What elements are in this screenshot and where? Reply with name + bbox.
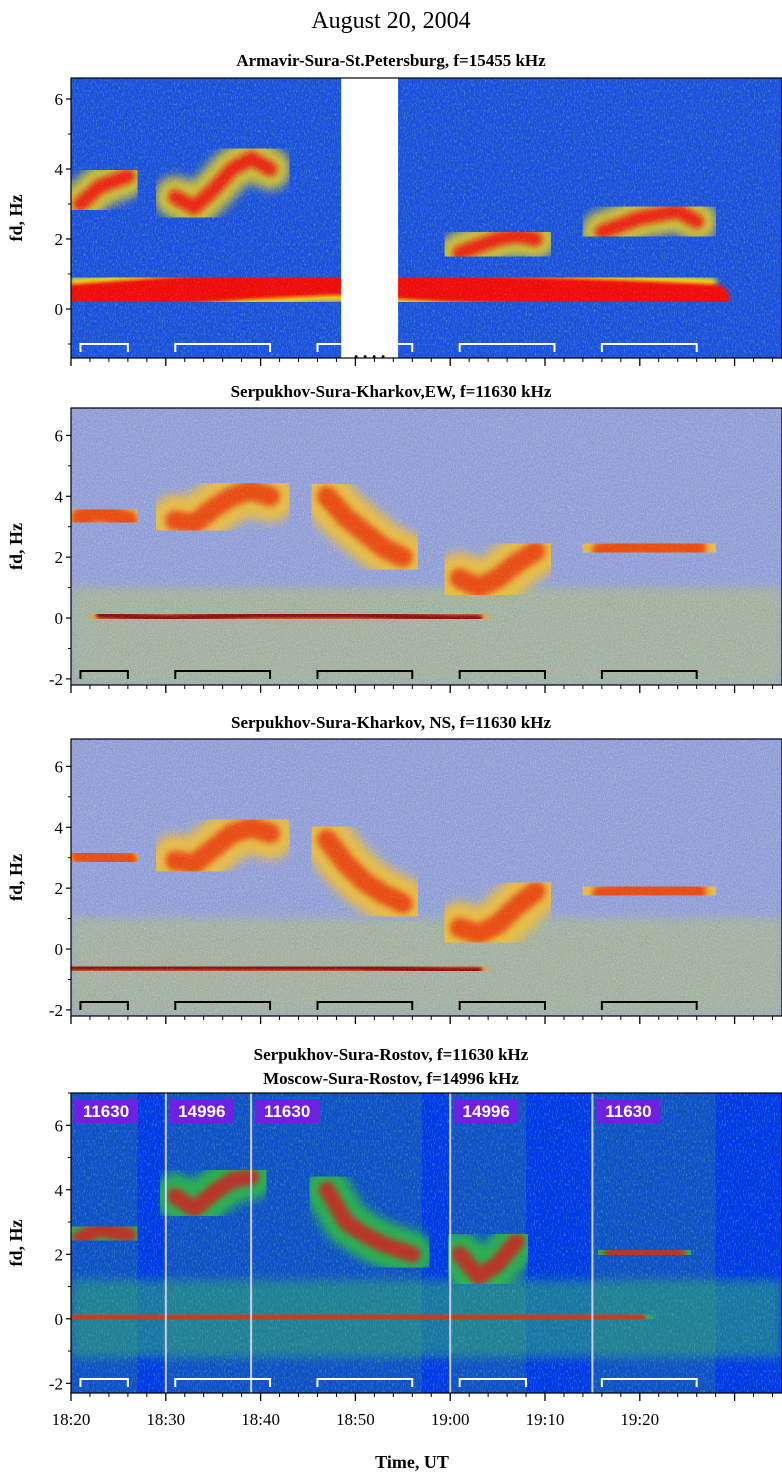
x-tick-label: 19:00 xyxy=(431,1410,470,1429)
y-tick-label: 2 xyxy=(55,1245,64,1264)
frequency-tag-label: 11630 xyxy=(83,1102,129,1121)
y-tick-label: 6 xyxy=(55,90,64,109)
y-axis-label: fd, Hz xyxy=(6,523,26,570)
frequency-tag-box xyxy=(74,1099,138,1123)
heating-period-marker xyxy=(79,1001,129,1010)
plot-area-b xyxy=(71,408,782,685)
frequency-tag-label: 11630 xyxy=(264,1102,310,1121)
plot-frame xyxy=(70,738,782,1017)
scattered-signal-trace xyxy=(167,1168,260,1218)
frequency-tag: 11630 xyxy=(255,1099,320,1123)
y-axis-label: fd, Hz xyxy=(6,194,26,241)
plot-frame xyxy=(70,1092,782,1394)
y-tick-label: 2 xyxy=(55,230,64,249)
panel-a: Armavir-Sura-St.Petersburg, f=15455 kHz.… xyxy=(6,51,782,366)
panel-d: Serpukhov-Sura-Rostov, f=11630 kHz Moscow… xyxy=(6,1045,782,1429)
y-tick-label: 0 xyxy=(55,940,64,959)
panel-c: Serpukhov-Sura-Kharkov, NS, f=11630 kHz -… xyxy=(6,713,782,1024)
frequency-tag: 11630 xyxy=(596,1099,661,1123)
y-tick-label: 4 xyxy=(55,818,64,837)
plot-area-d xyxy=(71,1093,782,1393)
panel-title: Serpukhov-Sura-Kharkov,EW, f=11630 kHz xyxy=(231,382,552,401)
panel-title: Serpukhov-Sura-Kharkov, NS, f=11630 kHz xyxy=(231,713,551,732)
y-tick-label: -2 xyxy=(49,670,63,689)
heating-period-marker xyxy=(174,343,272,352)
heating-period-marker xyxy=(79,1378,129,1387)
y-tick-label: 0 xyxy=(55,300,64,319)
x-tick-label: 18:20 xyxy=(52,1410,91,1429)
heatmap-speckle xyxy=(71,408,782,685)
frequency-tag: 11630 xyxy=(74,1099,138,1123)
y-tick-label: 4 xyxy=(55,1181,64,1200)
frequency-tag-box xyxy=(169,1099,234,1123)
heating-period-marker xyxy=(316,670,414,679)
x-axis-label: Time, UT xyxy=(375,1452,449,1472)
panel-title: Armavir-Sura-St.Petersburg, f=15455 kHz xyxy=(236,51,546,70)
heating-period-marker xyxy=(316,1001,414,1010)
y-axis-label: fd, Hz xyxy=(6,1219,26,1266)
y-tick-label: 4 xyxy=(55,160,64,179)
x-tick-label: 18:30 xyxy=(146,1410,185,1429)
heating-period-marker xyxy=(79,670,129,679)
panel-subtitle: Moscow-Sura-Rostov, f=14996 kHz xyxy=(263,1069,519,1088)
heatmap-speckle xyxy=(71,78,782,358)
frequency-tag-box xyxy=(255,1099,320,1123)
data-gap xyxy=(341,76,399,360)
x-tick-label: 19:20 xyxy=(620,1410,659,1429)
plot-frame xyxy=(70,407,782,686)
x-tick-label: 18:40 xyxy=(241,1410,280,1429)
y-tick-label: 2 xyxy=(55,548,64,567)
plot-area-a xyxy=(71,78,782,358)
x-tick-label: 18:50 xyxy=(336,1410,375,1429)
y-tick-label: 4 xyxy=(55,487,64,506)
heating-period-marker xyxy=(316,343,414,352)
panel-b: Serpukhov-Sura-Kharkov,EW, f=11630 kHz -2… xyxy=(6,382,782,693)
heating-period-marker xyxy=(458,1378,528,1387)
scattered-signal-trace xyxy=(603,1242,686,1263)
heating-period-marker xyxy=(174,670,272,679)
y-tick-label: 6 xyxy=(55,1116,64,1135)
heatmap-speckle xyxy=(71,739,782,1016)
y-tick-label: 6 xyxy=(55,426,64,445)
heating-period-marker xyxy=(600,670,698,679)
heating-period-marker xyxy=(174,1378,272,1387)
frequency-tag: 14996 xyxy=(169,1099,234,1123)
y-tick-label: -2 xyxy=(49,1374,63,1393)
frequency-tag-label: 11630 xyxy=(605,1102,651,1121)
frequency-tag: 14996 xyxy=(454,1099,519,1123)
heating-period-marker xyxy=(458,343,556,352)
frequency-tag-label: 14996 xyxy=(463,1102,510,1121)
figure-title: August 20, 2004 xyxy=(311,8,470,34)
y-tick-label: -2 xyxy=(49,1001,63,1020)
heating-period-marker xyxy=(600,1378,698,1387)
gap-marker: . . . . xyxy=(354,342,386,362)
heating-period-marker xyxy=(600,1001,698,1010)
plot-area-c xyxy=(71,739,782,1016)
x-tick-label: 19:10 xyxy=(526,1410,565,1429)
y-tick-label: 0 xyxy=(55,609,64,628)
y-tick-label: 2 xyxy=(55,879,64,898)
frequency-tag-box xyxy=(454,1099,519,1123)
heating-period-marker xyxy=(600,343,698,352)
y-tick-label: 0 xyxy=(55,1310,64,1329)
y-axis-label: fd, Hz xyxy=(6,854,26,901)
heating-period-marker xyxy=(316,1378,414,1387)
heating-period-marker xyxy=(79,343,129,352)
direct-signal-trace xyxy=(71,1309,646,1325)
frequency-tag-box xyxy=(596,1099,661,1123)
heating-period-marker xyxy=(174,1001,272,1010)
y-tick-label: 6 xyxy=(55,757,64,776)
heating-period-marker xyxy=(458,670,546,679)
frequency-tag-label: 14996 xyxy=(178,1102,225,1121)
scattered-signal-trace xyxy=(72,1220,137,1247)
scattered-signal-trace xyxy=(451,1233,525,1286)
heating-period-marker xyxy=(458,1001,546,1010)
panel-title: Serpukhov-Sura-Rostov, f=11630 kHz xyxy=(254,1045,529,1064)
scattered-signal-trace xyxy=(318,1181,421,1263)
plot-frame xyxy=(70,77,782,359)
